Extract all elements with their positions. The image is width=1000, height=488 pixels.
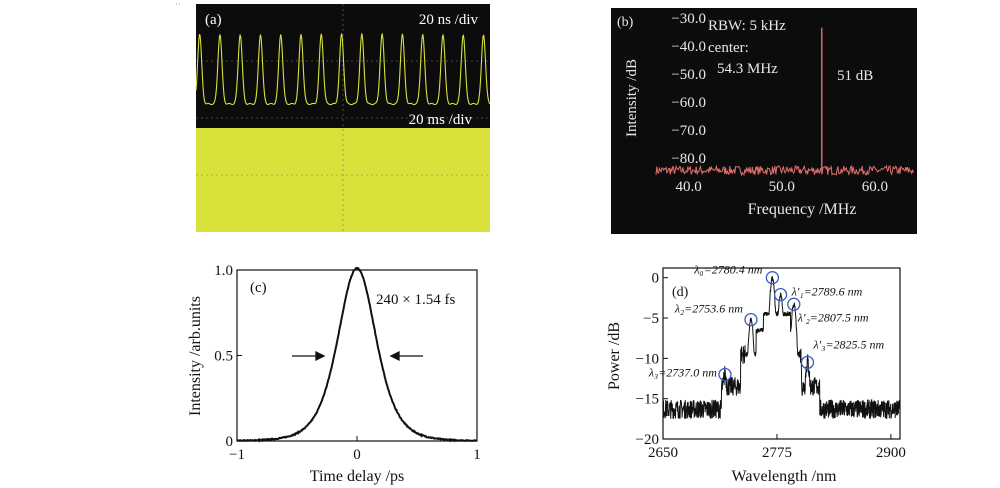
center-frequency-annotation: 54.3 MHz xyxy=(717,61,778,77)
fwhm-left-arrowhead xyxy=(315,350,326,362)
panel-b-label: (b) xyxy=(617,15,634,30)
sideband-markers: λ₀=2780.4 nm λ′₁=2789.6 nm λ₂=2753.6 nm λ′₂… xyxy=(648,263,885,382)
spectrum-y-tick-label: −15 xyxy=(636,392,659,408)
spectrum-x-tick-label: 2900 xyxy=(876,445,906,461)
lower-timebase-label: 20 ms /div xyxy=(409,112,473,128)
snr-annotation: 51 dB xyxy=(837,68,873,84)
rf-y-axis-label: Intensity /dB xyxy=(624,59,640,137)
rf-y-tick-label: −80.0 xyxy=(671,151,706,167)
sideband-marker-circle xyxy=(773,287,788,302)
autocorr-x-tick-label: −1 xyxy=(229,447,245,463)
sideband-marker-circle xyxy=(787,297,801,311)
panel-c-label: (c) xyxy=(250,280,267,296)
rf-x-tick-label: 60.0 xyxy=(862,179,888,195)
spectrum-x-axis-label: Wavelength /nm xyxy=(732,468,837,485)
pulse-width-annotation: 240 × 1.54 fs xyxy=(376,292,455,308)
rf-y-tick-label: −70.0 xyxy=(671,123,706,139)
panel-d-optical-spectrum: 2650 2775 2900 0 −5 −10 −15 −20 λ₀=2780.4 nm λ′₁… xyxy=(606,263,906,485)
spectrum-ticks: 2650 2775 2900 0 −5 −10 −15 −20 xyxy=(636,271,906,461)
panel-a-label: (a) xyxy=(205,12,222,28)
spectrum-y-tick-label: −10 xyxy=(636,351,659,367)
spectrum-y-tick-label: −20 xyxy=(636,432,659,448)
autocorr-y-tick-label: 0.5 xyxy=(214,349,233,365)
fwhm-right-arrowhead xyxy=(389,350,400,362)
rf-y-tick-label: −60.0 xyxy=(671,95,706,111)
rf-y-tick-label: −40.0 xyxy=(671,39,706,55)
autocorr-x-tick-label: 1 xyxy=(473,447,481,463)
spectrum-x-tick-label: 2650 xyxy=(648,445,678,461)
panel-b-rf-spectrum: −30.0 −40.0 −50.0 −60.0 −70.0 −80.0 40.0 50.0 6… xyxy=(611,8,917,234)
sideband-label: λ₀=2780.4 nm xyxy=(693,263,762,277)
panel-c-autocorrelation: −1 0 100.51.0 (c) 240 × 1.54 fs Time delay… xyxy=(187,263,481,485)
autocorr-x-tick-label: 0 xyxy=(353,447,361,463)
rf-screen xyxy=(611,8,917,234)
rf-y-tick-label: −50.0 xyxy=(671,67,706,83)
rf-x-tick-label: 40.0 xyxy=(675,179,701,195)
scope-pulse-train xyxy=(195,33,491,106)
sideband-label: λ′₁=2789.6 nm xyxy=(791,285,863,299)
optical-spectrum-trace xyxy=(662,276,901,419)
rbw-annotation: RBW: 5 kHz xyxy=(708,18,786,34)
autocorr-y-axis-label: Intensity /arb.units xyxy=(187,296,204,416)
rf-x-ticks: 40.0 50.0 60.0 xyxy=(675,179,888,195)
rf-y-ticks: −30.0 −40.0 −50.0 −60.0 −70.0 −80.0 xyxy=(671,11,706,167)
autocorr-x-axis-label: Time delay /ps xyxy=(310,468,405,485)
rf-noise-floor-trace xyxy=(655,164,914,177)
autocorr-y-tick-label: 1.0 xyxy=(214,263,233,279)
sideband-label: λ′₂=2807.5 nm xyxy=(797,310,869,324)
fwhm-arrows xyxy=(292,350,423,362)
panel-d-label: (d) xyxy=(672,285,689,300)
sideband-marker-circle xyxy=(744,312,758,327)
rf-y-tick-label: −30.0 xyxy=(671,11,706,27)
autocorr-ticks: −1 0 100.51.0 xyxy=(214,263,481,463)
autocorr-y-tick-label: 0 xyxy=(226,434,234,450)
spectrum-plot-frame xyxy=(662,267,901,440)
panel-a-oscilloscope: (a) 20 ns /div 20 ms /div xyxy=(176,3,491,232)
spectrum-x-tick-label: 2775 xyxy=(762,445,792,461)
spectrum-y-tick-label: −5 xyxy=(643,311,659,327)
autocorrelation-trace xyxy=(236,266,477,443)
sideband-marker-circle xyxy=(765,271,780,285)
upper-timebase-label: 20 ns /div xyxy=(419,12,479,28)
rf-x-axis-label: Frequency /MHz xyxy=(748,201,857,218)
center-annotation: center: xyxy=(708,40,749,56)
spectrum-y-axis-label: Power /dB xyxy=(606,322,623,390)
sideband-label: λ₃=2737.0 nm xyxy=(648,365,717,379)
sideband-marker-circle xyxy=(718,367,732,382)
sideband-label: λ₂=2753.6 nm xyxy=(674,302,743,316)
sideband-marker-circle xyxy=(800,355,815,370)
rf-x-tick-label: 50.0 xyxy=(769,179,795,195)
spectrum-y-tick-label: 0 xyxy=(652,271,660,287)
sideband-label: λ′₃=2825.5 nm xyxy=(812,337,884,351)
